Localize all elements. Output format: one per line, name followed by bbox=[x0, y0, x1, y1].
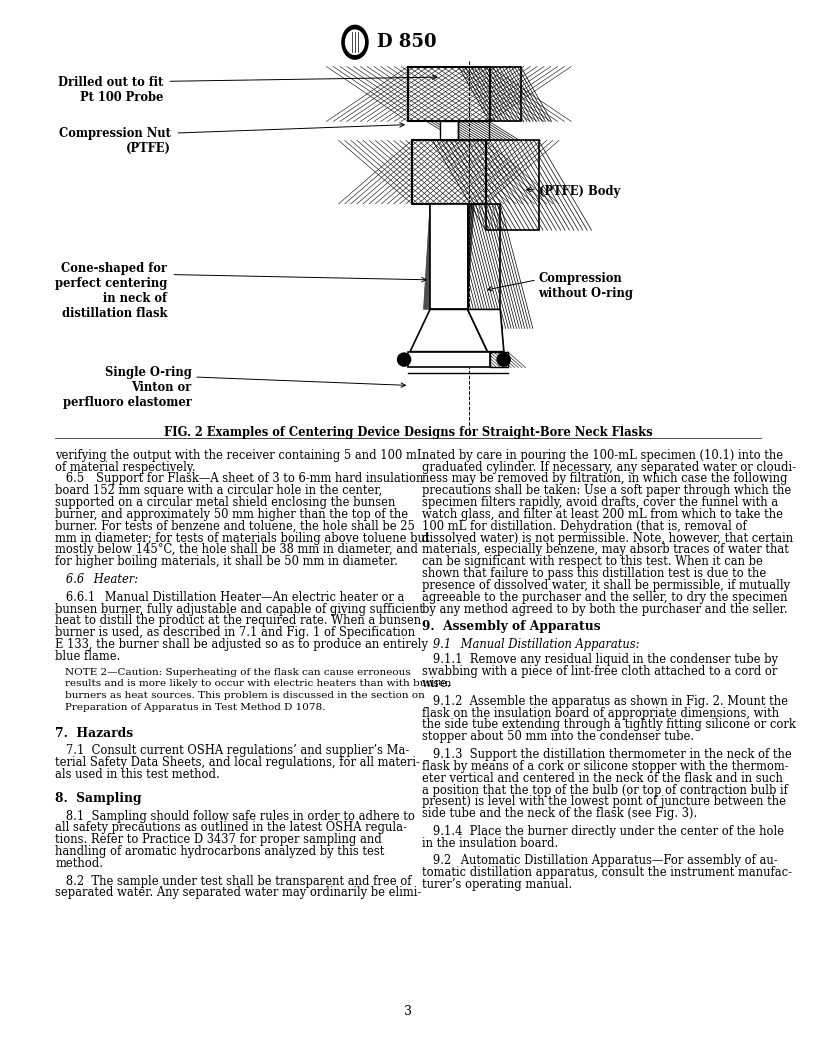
Text: shown that failure to pass this distillation test is due to the: shown that failure to pass this distilla… bbox=[422, 567, 766, 580]
Bar bbox=[408, 352, 490, 367]
Text: 9.1.3  Support the distillation thermometer in the neck of the: 9.1.3 Support the distillation thermomet… bbox=[422, 748, 792, 761]
Text: the side tube extending through a tightly fitting silicone or cork: the side tube extending through a tightl… bbox=[422, 718, 796, 732]
Text: terial Safety Data Sheets, and local regulations, for all materi-: terial Safety Data Sheets, and local reg… bbox=[55, 756, 420, 770]
Text: board 152 mm square with a circular hole in the center,: board 152 mm square with a circular hole… bbox=[55, 485, 383, 497]
Text: ness may be removed by filtration, in which case the following: ness may be removed by filtration, in wh… bbox=[422, 472, 787, 486]
Text: materials, especially benzene, may absorb traces of water that: materials, especially benzene, may absor… bbox=[422, 544, 789, 557]
Text: precautions shall be taken: Use a soft paper through which the: precautions shall be taken: Use a soft p… bbox=[422, 485, 792, 497]
Text: by any method agreed to by both the purchaser and the seller.: by any method agreed to by both the purc… bbox=[422, 603, 787, 616]
Text: Single O-ring
Vinton or
perfluoro elastomer: Single O-ring Vinton or perfluoro elasto… bbox=[63, 366, 192, 410]
Text: Cone-shaped for
perfect centering
in neck of
distillation flask: Cone-shaped for perfect centering in nec… bbox=[55, 262, 167, 320]
Text: flask by means of a cork or silicone stopper with the thermom-: flask by means of a cork or silicone sto… bbox=[422, 760, 788, 773]
Text: tomatic distillation apparatus, consult the instrument manufac-: tomatic distillation apparatus, consult … bbox=[422, 866, 792, 880]
Text: verifying the output with the receiver containing 5 and 100 mL: verifying the output with the receiver c… bbox=[55, 449, 425, 461]
Text: present) is level with the lowest point of juncture between the: present) is level with the lowest point … bbox=[422, 795, 786, 808]
Polygon shape bbox=[468, 309, 504, 352]
Text: method.: method. bbox=[55, 856, 104, 870]
Text: can be significant with respect to this test. When it can be: can be significant with respect to this … bbox=[422, 555, 763, 568]
Bar bbox=[408, 67, 490, 121]
Text: D 850: D 850 bbox=[377, 33, 437, 52]
Text: in the insulation board.: in the insulation board. bbox=[422, 836, 558, 850]
Text: separated water. Any separated water may ordinarily be elimi-: separated water. Any separated water may… bbox=[55, 886, 422, 900]
Ellipse shape bbox=[497, 353, 510, 366]
Text: handling of aromatic hydrocarbons analyzed by this test: handling of aromatic hydrocarbons analyz… bbox=[55, 845, 385, 859]
Text: turer’s operating manual.: turer’s operating manual. bbox=[422, 879, 572, 891]
Text: E 133, the burner shall be adjusted so as to produce an entirely: E 133, the burner shall be adjusted so a… bbox=[55, 638, 428, 652]
Text: 100 mL for distillation. Dehydration (that is, removal of: 100 mL for distillation. Dehydration (th… bbox=[422, 520, 747, 533]
Circle shape bbox=[342, 25, 368, 59]
Text: a position that the top of the bulb (or top of contraction bulb if: a position that the top of the bulb (or … bbox=[422, 784, 787, 796]
Text: graduated cylinder. If necessary, any separated water or cloudi-: graduated cylinder. If necessary, any se… bbox=[422, 460, 796, 474]
Text: swabbing with a piece of lint-free cloth attached to a cord or: swabbing with a piece of lint-free cloth… bbox=[422, 665, 778, 678]
Text: als used in this test method.: als used in this test method. bbox=[55, 768, 220, 781]
Bar bbox=[490, 67, 521, 121]
Text: Compression
without O-ring: Compression without O-ring bbox=[539, 272, 633, 301]
Text: blue flame.: blue flame. bbox=[55, 649, 121, 663]
Text: dissolved water) is not permissible. Note, however, that certain: dissolved water) is not permissible. Not… bbox=[422, 531, 793, 545]
Text: bunsen burner, fully adjustable and capable of giving sufficient: bunsen burner, fully adjustable and capa… bbox=[55, 603, 424, 616]
Text: (PTFE) Body: (PTFE) Body bbox=[539, 185, 619, 197]
Text: 7.  Hazards: 7. Hazards bbox=[55, 727, 134, 740]
Ellipse shape bbox=[397, 353, 410, 366]
Text: 9.1   Manual Distillation Apparatus:: 9.1 Manual Distillation Apparatus: bbox=[422, 638, 640, 652]
Text: 7.1  Consult current OSHA regulations’ and supplier’s Ma-: 7.1 Consult current OSHA regulations’ an… bbox=[55, 744, 410, 757]
Text: 9.1.4  Place the burner directly under the center of the hole: 9.1.4 Place the burner directly under th… bbox=[422, 825, 784, 837]
Text: flask on the insulation board of appropriate dimensions, with: flask on the insulation board of appropr… bbox=[422, 706, 779, 719]
Text: Drilled out to fit
Pt 100 Probe: Drilled out to fit Pt 100 Probe bbox=[58, 76, 163, 105]
Text: 6.5    Support for Flask—A sheet of 3 to 6-mm hard insulation: 6.5 Support for Flask—A sheet of 3 to 6-… bbox=[55, 472, 424, 486]
Bar bbox=[486, 140, 539, 230]
Polygon shape bbox=[410, 309, 488, 352]
Bar bbox=[468, 204, 500, 328]
Text: results and is more likely to occur with electric heaters than with bunsen: results and is more likely to occur with… bbox=[65, 679, 451, 689]
Text: 9.  Assembly of Apparatus: 9. Assembly of Apparatus bbox=[422, 620, 601, 634]
Bar bbox=[412, 140, 486, 204]
Bar bbox=[490, 352, 508, 367]
Text: 8.  Sampling: 8. Sampling bbox=[55, 792, 142, 805]
Text: side tube and the neck of the flask (see Fig. 3).: side tube and the neck of the flask (see… bbox=[422, 807, 697, 821]
Text: Compression Nut
(PTFE): Compression Nut (PTFE) bbox=[60, 127, 171, 155]
Circle shape bbox=[345, 30, 365, 55]
Text: nated by care in pouring the 100-mL specimen (10.1) into the: nated by care in pouring the 100-mL spec… bbox=[422, 449, 783, 461]
Text: supported on a circular metal shield enclosing the bunsen: supported on a circular metal shield enc… bbox=[55, 496, 396, 509]
Bar bbox=[458, 121, 489, 140]
Text: burners as heat sources. This problem is discussed in the section on: burners as heat sources. This problem is… bbox=[65, 692, 425, 700]
Text: FIG. 2 Examples of Centering Device Designs for Straight-Bore Neck Flasks: FIG. 2 Examples of Centering Device Desi… bbox=[164, 426, 652, 438]
Text: 3: 3 bbox=[404, 1005, 412, 1018]
Text: burner. For tests of benzene and toluene, the hole shall be 25: burner. For tests of benzene and toluene… bbox=[55, 520, 415, 533]
Text: stopper about 50 mm into the condenser tube.: stopper about 50 mm into the condenser t… bbox=[422, 731, 694, 743]
Text: specimen filters rapidly, avoid drafts, cover the funnel with a: specimen filters rapidly, avoid drafts, … bbox=[422, 496, 778, 509]
Text: 9.1.1  Remove any residual liquid in the condenser tube by: 9.1.1 Remove any residual liquid in the … bbox=[422, 654, 778, 666]
Text: mm in diameter; for tests of materials boiling above toluene but: mm in diameter; for tests of materials b… bbox=[55, 531, 430, 545]
Text: NOTE 2—Caution: Superheating of the flask can cause erroneous: NOTE 2—Caution: Superheating of the flas… bbox=[65, 667, 411, 677]
Text: heat to distill the product at the required rate. When a bunsen: heat to distill the product at the requi… bbox=[55, 615, 422, 627]
Text: mostly below 145°C, the hole shall be 38 mm in diameter, and: mostly below 145°C, the hole shall be 38… bbox=[55, 544, 419, 557]
Text: 8.1  Sampling should follow safe rules in order to adhere to: 8.1 Sampling should follow safe rules in… bbox=[55, 810, 415, 823]
Text: burner is used, as described in 7.1 and Fig. 1 of Specification: burner is used, as described in 7.1 and … bbox=[55, 626, 415, 639]
Text: 6.6.1   Manual Distillation Heater—An electric heater or a: 6.6.1 Manual Distillation Heater—An elec… bbox=[55, 590, 405, 604]
Text: for higher boiling materials, it shall be 50 mm in diameter.: for higher boiling materials, it shall b… bbox=[55, 555, 398, 568]
Text: 9.2   Automatic Distillation Apparatus—For assembly of au-: 9.2 Automatic Distillation Apparatus—For… bbox=[422, 854, 778, 867]
Text: agreeable to the purchaser and the seller, to dry the specimen: agreeable to the purchaser and the selle… bbox=[422, 590, 787, 604]
Text: 9.1.2  Assemble the apparatus as shown in Fig. 2. Mount the: 9.1.2 Assemble the apparatus as shown in… bbox=[422, 695, 788, 708]
Text: eter vertical and centered in the neck of the flask and in such: eter vertical and centered in the neck o… bbox=[422, 772, 783, 785]
Text: wire.: wire. bbox=[422, 677, 451, 690]
Text: 6.6   Heater:: 6.6 Heater: bbox=[55, 573, 139, 586]
Text: of material respectively.: of material respectively. bbox=[55, 460, 196, 474]
Bar bbox=[440, 121, 458, 140]
Text: burner, and approximately 50 mm higher than the top of the: burner, and approximately 50 mm higher t… bbox=[55, 508, 409, 521]
Text: watch glass, and filter at least 200 mL from which to take the: watch glass, and filter at least 200 mL … bbox=[422, 508, 783, 521]
Text: Preparation of Apparatus in Test Method D 1078.: Preparation of Apparatus in Test Method … bbox=[65, 703, 326, 712]
Text: 8.2  The sample under test shall be transparent and free of: 8.2 The sample under test shall be trans… bbox=[55, 874, 412, 888]
Text: all safety precautions as outlined in the latest OSHA regula-: all safety precautions as outlined in th… bbox=[55, 822, 407, 834]
Bar bbox=[430, 204, 468, 309]
Text: tions. Refer to Practice D 3437 for proper sampling and: tions. Refer to Practice D 3437 for prop… bbox=[55, 833, 382, 846]
Text: presence of dissolved water, it shall be permissible, if mutually: presence of dissolved water, it shall be… bbox=[422, 579, 790, 592]
